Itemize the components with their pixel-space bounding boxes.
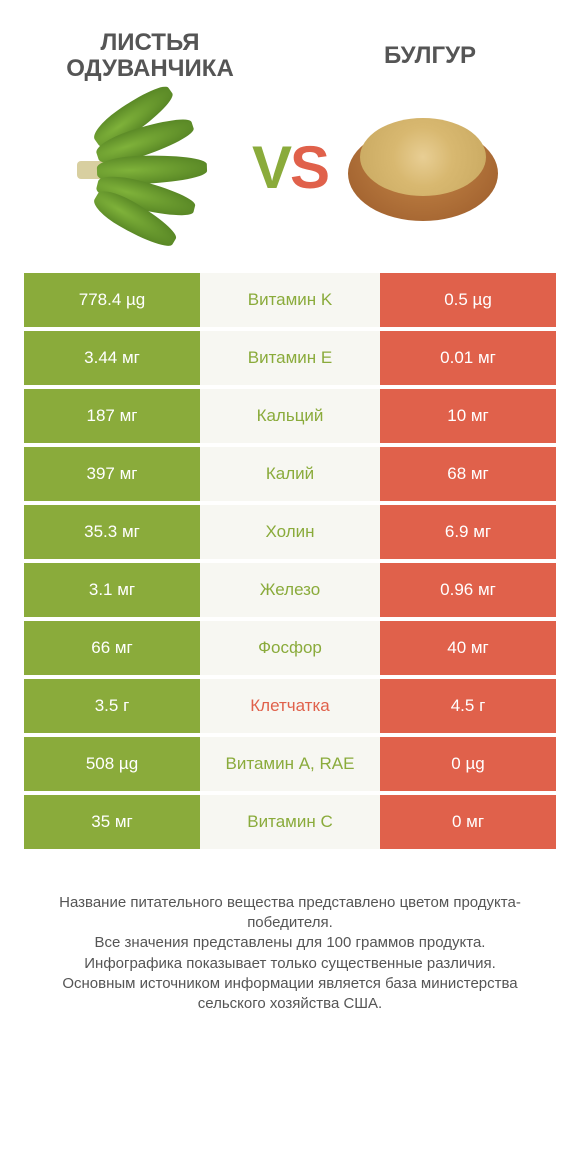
left-value-cell: 187 мг bbox=[24, 389, 200, 443]
table-row: 778.4 µgВитамин K0.5 µg bbox=[24, 273, 556, 327]
table-row: 35.3 мгХолин6.9 мг bbox=[24, 505, 556, 559]
right-value-cell: 40 мг bbox=[380, 621, 556, 675]
left-food-title: ЛИСТЬЯ ОДУВАНЧИКА bbox=[50, 30, 250, 83]
table-row: 3.44 мгВитамин E0.01 мг bbox=[24, 331, 556, 385]
left-value-cell: 66 мг bbox=[24, 621, 200, 675]
right-value-cell: 68 мг bbox=[380, 447, 556, 501]
nutrient-name-cell: Железо bbox=[200, 563, 380, 617]
table-row: 3.1 мгЖелезо0.96 мг bbox=[24, 563, 556, 617]
table-row: 397 мгКалий68 мг bbox=[24, 447, 556, 501]
right-value-cell: 0 мг bbox=[380, 795, 556, 849]
table-row: 3.5 гКлетчатка4.5 г bbox=[24, 679, 556, 733]
nutrient-name-cell: Клетчатка bbox=[200, 679, 380, 733]
dandelion-image bbox=[72, 103, 242, 233]
table-row: 187 мгКальций10 мг bbox=[24, 389, 556, 443]
table-row: 66 мгФосфор40 мг bbox=[24, 621, 556, 675]
vs-letter-s: S bbox=[290, 134, 328, 201]
left-value-cell: 35.3 мг bbox=[24, 505, 200, 559]
vs-letter-v: V bbox=[252, 134, 290, 201]
footer-notes: Название питательного вещества представл… bbox=[0, 853, 580, 1015]
right-value-cell: 0.5 µg bbox=[380, 273, 556, 327]
right-value-cell: 0.96 мг bbox=[380, 563, 556, 617]
nutrient-name-cell: Холин bbox=[200, 505, 380, 559]
nutrient-name-cell: Витамин K bbox=[200, 273, 380, 327]
nutrient-table: 778.4 µgВитамин K0.5 µg3.44 мгВитамин E0… bbox=[0, 273, 580, 849]
right-value-cell: 6.9 мг bbox=[380, 505, 556, 559]
footer-line: Название питательного вещества представл… bbox=[30, 893, 550, 934]
right-food-title: БУЛГУР bbox=[330, 43, 530, 69]
right-value-cell: 4.5 г bbox=[380, 679, 556, 733]
nutrient-name-cell: Калий bbox=[200, 447, 380, 501]
left-value-cell: 508 µg bbox=[24, 737, 200, 791]
nutrient-name-cell: Витамин A, RAE bbox=[200, 737, 380, 791]
left-value-cell: 778.4 µg bbox=[24, 273, 200, 327]
nutrient-name-cell: Кальций bbox=[200, 389, 380, 443]
table-row: 35 мгВитамин C0 мг bbox=[24, 795, 556, 849]
vs-label: VS bbox=[252, 133, 328, 202]
left-value-cell: 3.44 мг bbox=[24, 331, 200, 385]
left-value-cell: 3.5 г bbox=[24, 679, 200, 733]
left-value-cell: 397 мг bbox=[24, 447, 200, 501]
header: ЛИСТЬЯ ОДУВАНЧИКА БУЛГУР bbox=[0, 0, 580, 93]
footer-line: Основным источником информации является … bbox=[30, 974, 550, 1015]
nutrient-name-cell: Витамин C bbox=[200, 795, 380, 849]
right-value-cell: 0.01 мг bbox=[380, 331, 556, 385]
footer-line: Все значения представлены для 100 граммо… bbox=[30, 933, 550, 953]
left-value-cell: 3.1 мг bbox=[24, 563, 200, 617]
vs-row: VS bbox=[0, 93, 580, 273]
right-value-cell: 0 µg bbox=[380, 737, 556, 791]
bulgur-image bbox=[338, 103, 508, 233]
footer-line: Инфографика показывает только существенн… bbox=[30, 954, 550, 974]
left-value-cell: 35 мг bbox=[24, 795, 200, 849]
table-row: 508 µgВитамин A, RAE0 µg bbox=[24, 737, 556, 791]
nutrient-name-cell: Витамин E bbox=[200, 331, 380, 385]
nutrient-name-cell: Фосфор bbox=[200, 621, 380, 675]
right-value-cell: 10 мг bbox=[380, 389, 556, 443]
